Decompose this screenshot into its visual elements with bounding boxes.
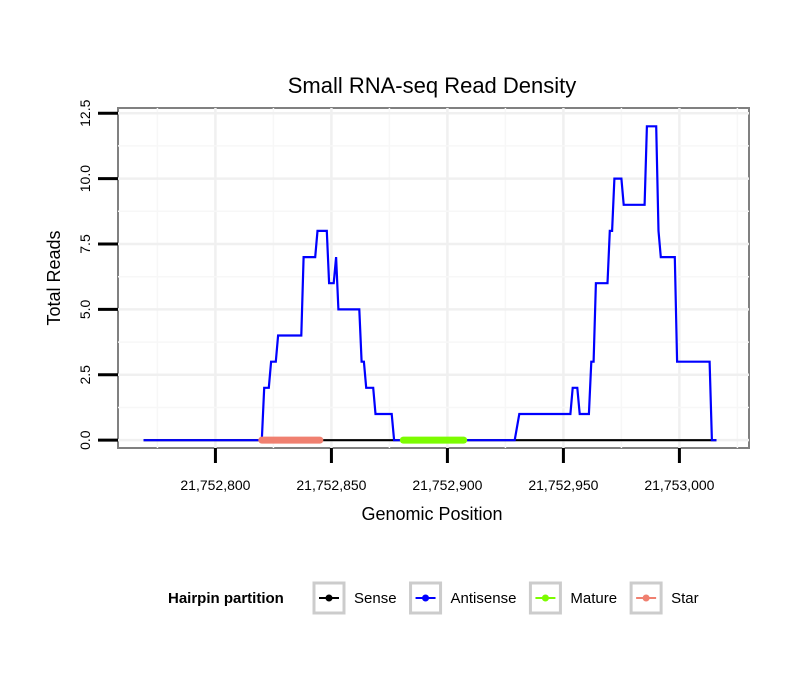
legend: Hairpin partition Sense Antisense Mature St…: [168, 581, 699, 615]
legend-point-sense: [325, 594, 333, 602]
legend-title: Hairpin partition: [168, 590, 284, 607]
y-tick-label: 12.5: [77, 99, 93, 126]
plot-panel: [117, 107, 750, 449]
y-tick-label: 7.5: [77, 234, 93, 254]
legend-label-antisense: Antisense: [451, 590, 517, 607]
x-tick-label: 21,753,000: [644, 477, 714, 493]
y-axis: 0.0 2.5 5.0 7.5 10.0 12.5: [77, 99, 118, 450]
legend-point-antisense: [422, 594, 430, 602]
y-tick-label: 10.0: [77, 165, 93, 192]
data-layer: [143, 125, 717, 444]
legend-label-sense: Sense: [354, 590, 397, 607]
y-axis-title: Total Reads: [44, 230, 64, 325]
x-tick-label: 21,752,900: [412, 477, 482, 493]
x-axis-title: Genomic Position: [361, 504, 502, 524]
y-tick-label: 0.0: [77, 430, 93, 450]
legend-point-star: [642, 594, 650, 602]
y-tick-label: 5.0: [77, 299, 93, 319]
legend-label-star: Star: [671, 590, 699, 607]
x-axis: 21,752,800 21,752,850 21,752,900 21,752,950…: [180, 448, 715, 493]
x-tick-label: 21,752,950: [528, 477, 598, 493]
chart-title: Small RNA-seq Read Density: [288, 73, 577, 98]
y-tick-label: 2.5: [77, 365, 93, 385]
series-line-antisense: [143, 125, 717, 442]
x-tick-label: 21,752,850: [296, 477, 366, 493]
legend-point-mature: [541, 594, 549, 602]
legend-label-mature: Mature: [570, 590, 617, 607]
x-tick-label: 21,752,800: [180, 477, 250, 493]
